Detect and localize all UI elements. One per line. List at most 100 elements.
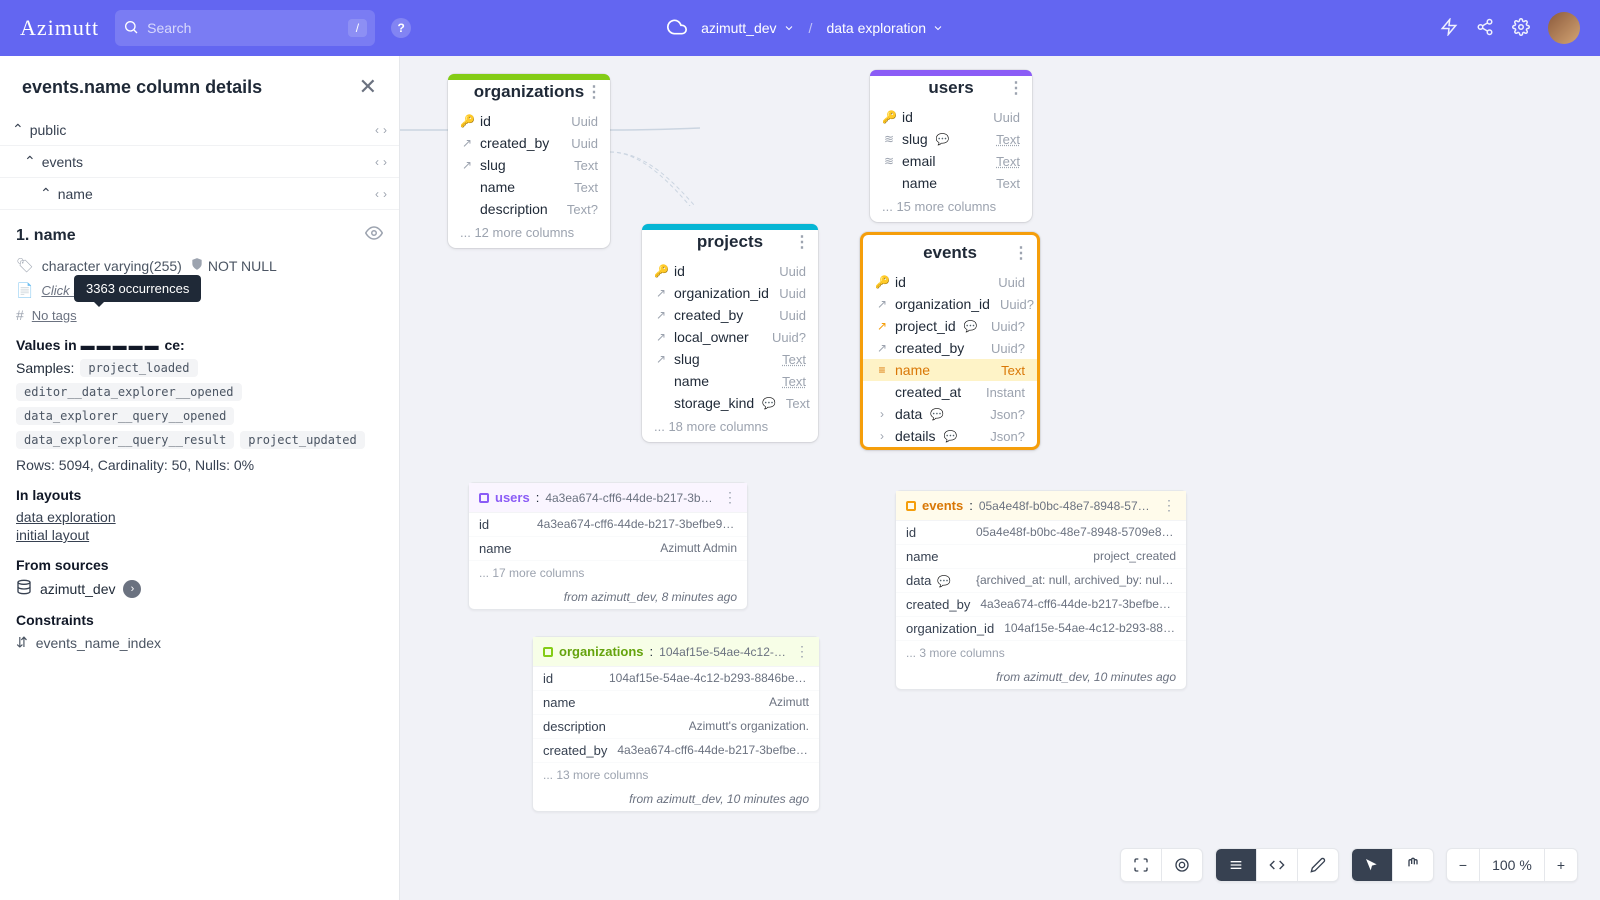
layout-link[interactable]: initial layout (16, 527, 383, 543)
menu-dots-icon[interactable]: ⋮ (723, 489, 737, 506)
menu-dots-icon[interactable]: ⋮ (1008, 78, 1024, 98)
table-events[interactable]: events⋮ 🔑idUuid ↗organization_idUuid? ↗p… (860, 232, 1040, 450)
data-row: id05a4e48f-b0bc-48e7-8948-5709e83b9e4a (896, 521, 1186, 545)
canvas[interactable]: organizations⋮ 🔑idUuid ↗created_byUuid ↗… (400, 56, 1600, 900)
data-footer: from azimutt_dev, 10 minutes ago (896, 665, 1186, 689)
table-column[interactable]: nameText (870, 172, 1032, 194)
more-columns[interactable]: ... 12 more columns (448, 220, 610, 248)
table-column[interactable]: 🔑idUuid (863, 271, 1037, 293)
nav-table[interactable]: ⌃ events ‹ › (0, 146, 399, 178)
help-icon[interactable]: ? (391, 18, 411, 38)
table-column-highlighted[interactable]: ≡nameText (863, 359, 1037, 381)
edit-button[interactable] (1298, 849, 1338, 881)
bottom-toolbar: − 100 % + (1120, 848, 1578, 882)
layout-link[interactable]: data exploration (16, 509, 383, 525)
table-column[interactable]: ↗organization_idUuid? (863, 293, 1037, 315)
table-column[interactable]: ↗local_ownerUuid? (642, 326, 818, 348)
table-column[interactable]: ›data💬Json? (863, 403, 1037, 425)
occurrences-tooltip: 3363 occurrences (74, 275, 201, 302)
nav-schema[interactable]: ⌃ public ‹ › (0, 114, 399, 146)
more-columns[interactable]: ... 15 more columns (870, 194, 1032, 222)
table-users[interactable]: users⋮ 🔑idUuid ≋slug💬Text ≋emailText nam… (870, 70, 1032, 222)
table-column[interactable]: ↗created_byUuid (642, 304, 818, 326)
table-column[interactable]: ≋emailText (870, 150, 1032, 172)
database-icon (16, 579, 32, 598)
breadcrumb-database[interactable]: azimutt_dev (701, 20, 794, 36)
from-sources-label: From sources (16, 557, 383, 573)
sample-chip[interactable]: data_explorer__query__result (16, 431, 234, 449)
chevron-up-icon: ⌃ (24, 153, 36, 170)
code-button[interactable] (1257, 849, 1298, 881)
eye-icon[interactable] (365, 224, 383, 247)
table-column[interactable]: ↗slugText (642, 348, 818, 370)
key-icon: 🔑 (654, 264, 668, 278)
list-button[interactable] (1216, 849, 1257, 881)
gear-icon[interactable] (1512, 18, 1530, 39)
search-box[interactable]: / (115, 10, 375, 46)
zoom-out-button[interactable]: − (1447, 849, 1480, 881)
data-footer: from azimutt_dev, 8 minutes ago (469, 585, 747, 609)
sample-chip[interactable]: project_updated (240, 431, 364, 449)
breadcrumb-separator: / (809, 20, 813, 36)
more-columns[interactable]: ... 17 more columns (469, 561, 747, 585)
table-column[interactable]: ›details💬Json? (863, 425, 1037, 447)
menu-dots-icon[interactable]: ⋮ (1013, 243, 1029, 263)
key-icon: 🔑 (460, 114, 474, 128)
arrow-right-icon[interactable]: › (123, 580, 141, 598)
table-column[interactable]: ↗organization_idUuid (642, 282, 818, 304)
data-card-organizations[interactable]: organizations: 104af15e-54ae-4c12-b293-8… (532, 636, 820, 812)
sample-chip[interactable]: editor__data_explorer__opened (16, 383, 242, 401)
close-icon[interactable]: ✕ (359, 74, 377, 100)
more-columns[interactable]: ... 3 more columns (896, 641, 1186, 665)
table-column[interactable]: ↗slugText (448, 154, 610, 176)
table-organizations[interactable]: organizations⋮ 🔑idUuid ↗created_byUuid ↗… (448, 74, 610, 248)
table-column[interactable]: storage_kind💬Text (642, 392, 818, 414)
more-columns[interactable]: ... 13 more columns (533, 763, 819, 787)
table-column[interactable]: ↗project_id💬Uuid? (863, 315, 1037, 337)
table-column[interactable]: created_atInstant (863, 381, 1037, 403)
nav-column[interactable]: ⌃ name ‹ › (0, 178, 399, 210)
hand-button[interactable] (1393, 849, 1433, 881)
menu-dots-icon[interactable]: ⋮ (794, 232, 810, 252)
mode-group (1215, 848, 1339, 882)
pointer-button[interactable] (1352, 849, 1393, 881)
breadcrumb-layout[interactable]: data exploration (826, 20, 944, 36)
topbar-right (1440, 12, 1580, 44)
table-column[interactable]: ↗created_byUuid (448, 132, 610, 154)
lightning-icon[interactable] (1440, 18, 1458, 39)
menu-dots-icon[interactable]: ⋮ (795, 643, 809, 660)
data-footer: from azimutt_dev, 10 minutes ago (533, 787, 819, 811)
zoom-in-button[interactable]: + (1545, 849, 1577, 881)
table-column[interactable]: nameText (448, 176, 610, 198)
table-column[interactable]: descriptionText? (448, 198, 610, 220)
more-columns[interactable]: ... 18 more columns (642, 414, 818, 442)
fit-button[interactable] (1162, 849, 1202, 881)
sample-chip[interactable]: data_explorer__query__opened (16, 407, 234, 425)
source-row[interactable]: azimutt_dev › (16, 579, 383, 598)
table-column[interactable]: ≋slug💬Text (870, 128, 1032, 150)
zoom-label: 100 % (1480, 849, 1545, 881)
search-input[interactable] (147, 20, 340, 36)
avatar[interactable] (1548, 12, 1580, 44)
key-icon: 🔑 (882, 110, 896, 124)
fullscreen-button[interactable] (1121, 849, 1162, 881)
tags-link[interactable]: No tags (32, 308, 77, 323)
data-row: nameAzimutt (533, 691, 819, 715)
table-column[interactable]: 🔑idUuid (448, 110, 610, 132)
table-header[interactable]: events⋮ (863, 235, 1037, 271)
data-card-events[interactable]: events: 05a4e48f-b0bc-48e7-8948-5709e83b… (895, 490, 1187, 690)
type-row: 🏷 character varying(255) NOT NULL (16, 257, 383, 274)
tag-icon: 🏷 (16, 257, 34, 274)
menu-dots-icon[interactable]: ⋮ (1162, 497, 1176, 514)
table-column[interactable]: nameText (642, 370, 818, 392)
table-projects[interactable]: projects⋮ 🔑idUuid ↗organization_idUuid ↗… (642, 224, 818, 442)
share-icon[interactable] (1476, 18, 1494, 39)
menu-dots-icon[interactable]: ⋮ (586, 82, 602, 102)
table-column[interactable]: ↗created_byUuid? (863, 337, 1037, 359)
data-card-users[interactable]: users: 4a3ea674-cff6-44de-b217-3befbe907… (468, 482, 748, 610)
table-column[interactable]: 🔑idUuid (642, 260, 818, 282)
sample-chip[interactable]: project_loaded (80, 359, 197, 377)
data-row: organization_id104af15e-54ae-4c12-b293-8… (896, 617, 1186, 641)
cursor-group (1351, 848, 1434, 882)
table-column[interactable]: 🔑idUuid (870, 106, 1032, 128)
